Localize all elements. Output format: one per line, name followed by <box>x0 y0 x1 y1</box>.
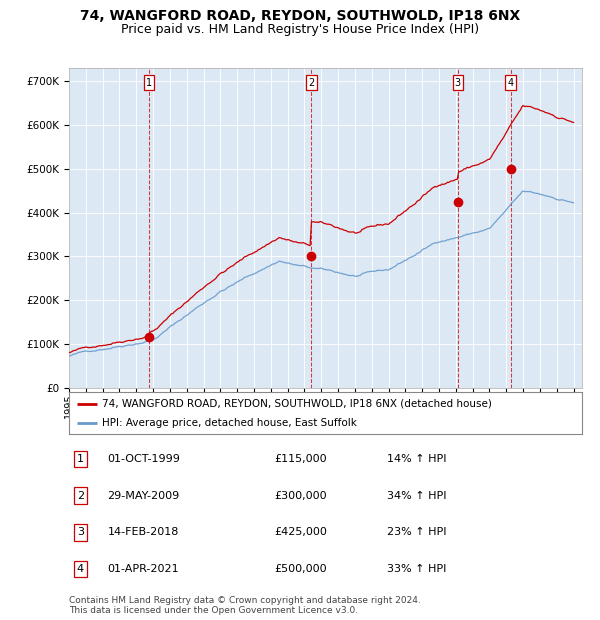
Text: 1: 1 <box>146 78 152 87</box>
Text: 74, WANGFORD ROAD, REYDON, SOUTHWOLD, IP18 6NX (detached house): 74, WANGFORD ROAD, REYDON, SOUTHWOLD, IP… <box>103 399 492 409</box>
Text: 74, WANGFORD ROAD, REYDON, SOUTHWOLD, IP18 6NX: 74, WANGFORD ROAD, REYDON, SOUTHWOLD, IP… <box>80 9 520 24</box>
Text: 01-APR-2021: 01-APR-2021 <box>107 564 179 574</box>
Text: 1: 1 <box>77 454 84 464</box>
Text: 14% ↑ HPI: 14% ↑ HPI <box>387 454 446 464</box>
Text: 34% ↑ HPI: 34% ↑ HPI <box>387 490 446 500</box>
Text: £300,000: £300,000 <box>274 490 327 500</box>
Text: 14-FEB-2018: 14-FEB-2018 <box>107 528 179 538</box>
Text: HPI: Average price, detached house, East Suffolk: HPI: Average price, detached house, East… <box>103 418 357 428</box>
Text: £500,000: £500,000 <box>274 564 327 574</box>
Text: 4: 4 <box>77 564 84 574</box>
Text: 2: 2 <box>77 490 84 500</box>
Text: £115,000: £115,000 <box>274 454 327 464</box>
Text: £425,000: £425,000 <box>274 528 327 538</box>
Text: 23% ↑ HPI: 23% ↑ HPI <box>387 528 446 538</box>
Text: 4: 4 <box>508 78 514 87</box>
Text: 3: 3 <box>455 78 461 87</box>
Text: 2: 2 <box>308 78 314 87</box>
Text: 29-MAY-2009: 29-MAY-2009 <box>107 490 180 500</box>
Text: 33% ↑ HPI: 33% ↑ HPI <box>387 564 446 574</box>
Text: 01-OCT-1999: 01-OCT-1999 <box>107 454 181 464</box>
Text: Price paid vs. HM Land Registry's House Price Index (HPI): Price paid vs. HM Land Registry's House … <box>121 23 479 36</box>
Text: 3: 3 <box>77 528 84 538</box>
Text: Contains HM Land Registry data © Crown copyright and database right 2024.
This d: Contains HM Land Registry data © Crown c… <box>69 596 421 615</box>
